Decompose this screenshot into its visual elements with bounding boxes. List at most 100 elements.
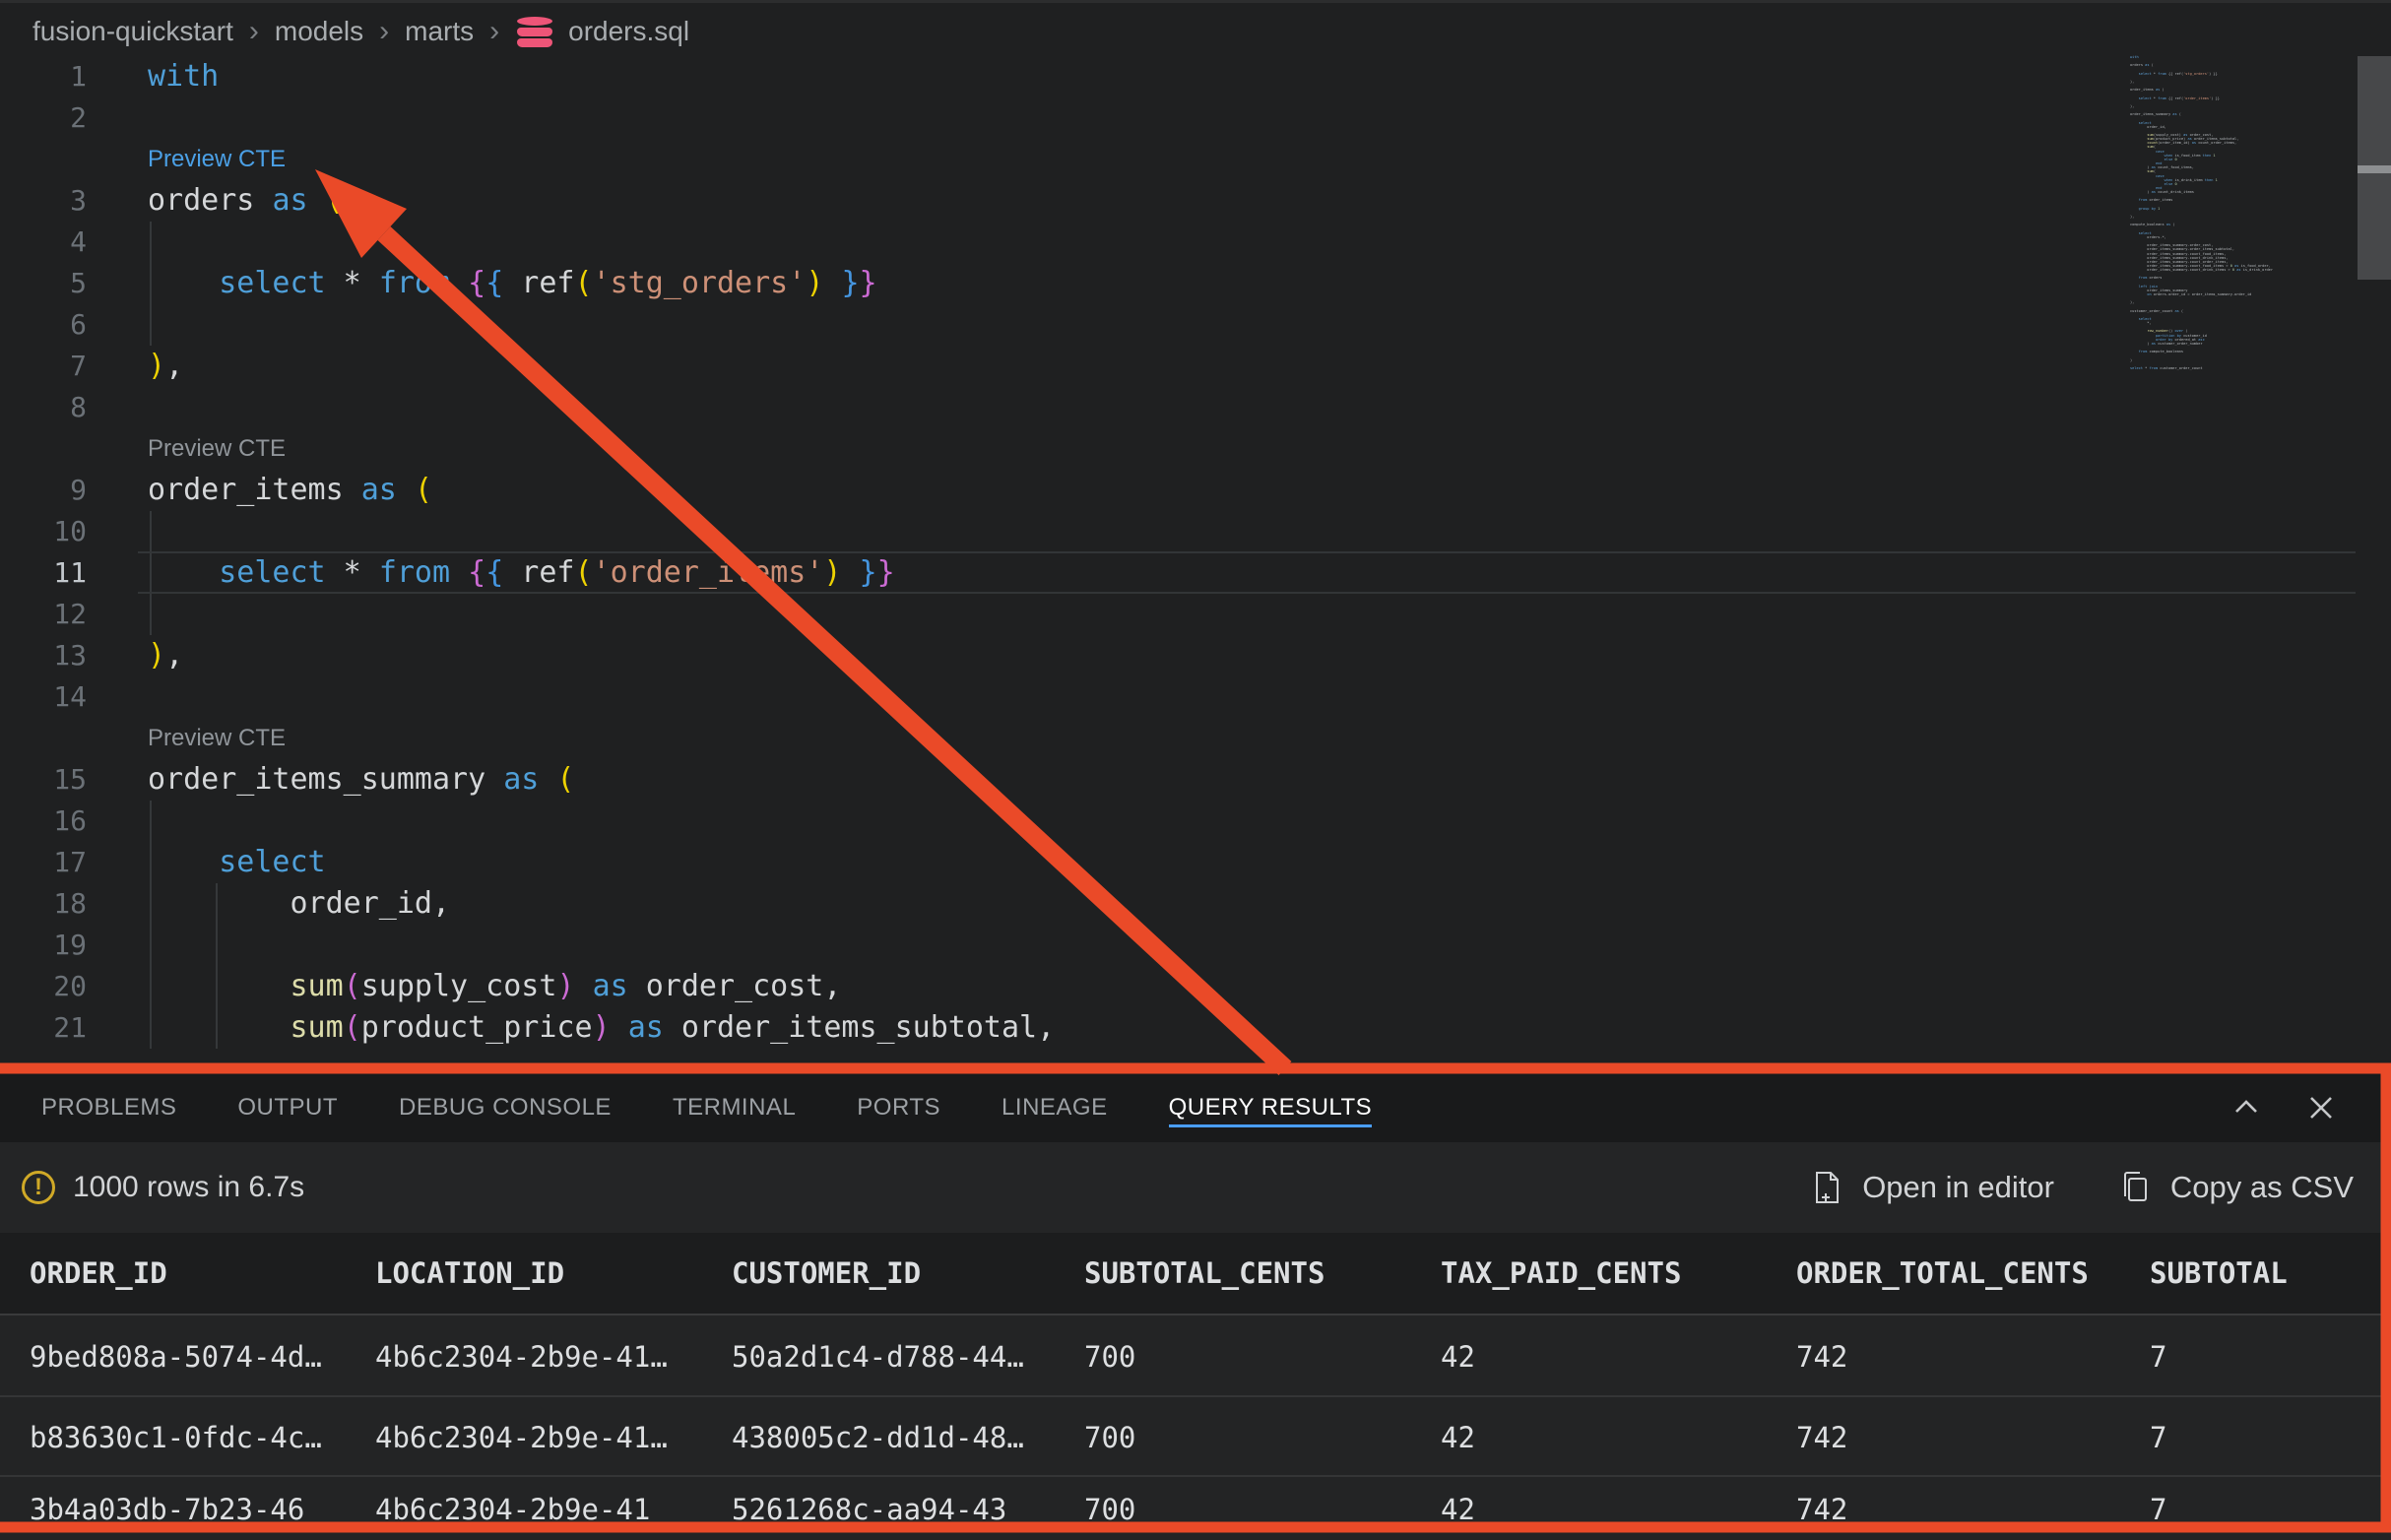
table-cell[interactable]: 438005c2-dd1d-48…	[732, 1420, 1024, 1454]
table-cell[interactable]: 7	[2150, 1339, 2167, 1374]
table-cell[interactable]: 7	[2150, 1420, 2167, 1454]
panel-tab-debug-console[interactable]: DEBUG CONSOLE	[399, 1094, 612, 1121]
line-number[interactable]: 4	[70, 225, 87, 258]
code-line-8[interactable]: 8	[0, 387, 2358, 428]
line-number[interactable]: 19	[53, 929, 87, 961]
column-header[interactable]: LOCATION_ID	[375, 1256, 565, 1290]
code-text: ),	[148, 638, 184, 673]
minimap[interactable]: with orders as ( select * from {{ ref('s…	[2130, 55, 2273, 370]
breadcrumb-project[interactable]: fusion-quickstart	[32, 16, 233, 46]
code-line-20[interactable]: 20 sum(supply_cost) as order_cost,	[0, 966, 2358, 1007]
codelens-preview-cte[interactable]: Preview CTE	[148, 725, 287, 751]
code-line-7[interactable]: 7),	[0, 346, 2358, 387]
table-cell[interactable]: 700	[1084, 1420, 1136, 1454]
copy-as-csv-button[interactable]: Copy as CSV	[2119, 1170, 2354, 1205]
column-header[interactable]: CUSTOMER_ID	[732, 1256, 922, 1290]
line-number[interactable]: 5	[70, 267, 87, 299]
code-line-9[interactable]: 9 order_items as (	[0, 470, 2358, 511]
column-header[interactable]: ORDER_TOTAL_CENTS	[1796, 1256, 2089, 1290]
line-number[interactable]: 11	[53, 556, 87, 589]
column-header[interactable]: ORDER_ID	[30, 1256, 167, 1290]
table-cell[interactable]: 42	[1441, 1420, 1475, 1454]
line-number[interactable]: 3	[70, 184, 87, 217]
code-line-18[interactable]: 18 order_id,	[0, 883, 2358, 925]
table-cell[interactable]: 5261268c-aa94-43	[732, 1493, 1007, 1526]
database-icon	[517, 16, 553, 47]
code-line-12[interactable]: 12	[0, 594, 2358, 635]
code-line-2[interactable]: 2	[0, 97, 2358, 139]
line-number[interactable]: 12	[53, 598, 87, 630]
breadcrumb-file[interactable]: orders.sql	[568, 16, 690, 46]
code-line-4[interactable]: 4	[0, 222, 2358, 263]
bottom-panel: PROBLEMS OUTPUT DEBUG CONSOLE TERMINAL PORTS…	[0, 1073, 2391, 1540]
codelens-preview-cte[interactable]: Preview CTE	[148, 146, 287, 172]
code-line-19[interactable]: 19	[0, 925, 2358, 966]
line-number[interactable]: 15	[53, 763, 87, 796]
line-number[interactable]: 17	[53, 846, 87, 878]
line-number[interactable]: 1	[70, 60, 87, 93]
code-line-10[interactable]: 10	[0, 511, 2358, 552]
table-cell[interactable]: 742	[1796, 1420, 1848, 1454]
panel-tab-ports[interactable]: PORTS	[857, 1094, 941, 1121]
line-number[interactable]: 8	[70, 391, 87, 423]
breadcrumb-models[interactable]: models	[274, 16, 364, 46]
code-line-5[interactable]: 5 select * from {{ ref('stg_orders') }}	[0, 263, 2358, 304]
table-row[interactable]: 3b4a03db-7b23-46 4b6c2304-2b9e-41 5261268c…	[0, 1479, 2391, 1540]
line-number[interactable]: 20	[53, 970, 87, 1002]
column-header[interactable]: TAX_PAID_CENTS	[1441, 1256, 1682, 1290]
chevron-up-icon[interactable]	[2231, 1093, 2261, 1123]
table-cell[interactable]: 700	[1084, 1493, 1136, 1526]
panel-tab-lineage[interactable]: LINEAGE	[1002, 1094, 1108, 1121]
table-cell[interactable]: 7	[2150, 1493, 2167, 1526]
table-cell[interactable]: 9bed808a-5074-4d…	[30, 1339, 322, 1374]
code-line-16[interactable]: 16	[0, 801, 2358, 842]
table-cell[interactable]: 4b6c2304-2b9e-41…	[375, 1339, 668, 1374]
line-number[interactable]: 7	[70, 350, 87, 382]
breadcrumb-marts[interactable]: marts	[405, 16, 475, 46]
code-editor[interactable]: 1 with 2 Preview CTE 3 orders as (4 5 select *…	[0, 56, 2358, 1066]
column-header[interactable]: SUBTOTAL_CENTS	[1084, 1256, 1325, 1290]
panel-tab-output[interactable]: OUTPUT	[237, 1094, 339, 1121]
code-line-6[interactable]: 6	[0, 304, 2358, 346]
line-number[interactable]: 18	[53, 887, 87, 920]
panel-tab-terminal[interactable]: TERMINAL	[672, 1094, 797, 1121]
code-line-13[interactable]: 13),	[0, 635, 2358, 676]
table-cell[interactable]: 42	[1441, 1493, 1475, 1526]
code-line-15[interactable]: 15 order_items_summary as (	[0, 759, 2358, 801]
panel-tab-query-results[interactable]: QUERY RESULTS	[1168, 1073, 1373, 1142]
table-cell[interactable]: 4b6c2304-2b9e-41…	[375, 1420, 668, 1454]
table-row[interactable]: b83630c1-0fdc-4c… 4b6c2304-2b9e-41… 438005…	[0, 1399, 2391, 1477]
open-in-editor-button[interactable]: Open in editor	[1811, 1170, 2054, 1205]
code-line-1[interactable]: 1 with	[0, 56, 2358, 97]
line-number[interactable]: 9	[70, 474, 87, 506]
table-cell[interactable]: 3b4a03db-7b23-46	[30, 1493, 305, 1526]
table-cell[interactable]: 700	[1084, 1339, 1136, 1374]
table-cell[interactable]: 742	[1796, 1493, 1848, 1526]
column-header[interactable]: SUBTOTAL	[2150, 1256, 2288, 1290]
codelens-preview-cte[interactable]: Preview CTE	[148, 435, 287, 462]
editor-scrollbar[interactable]	[2358, 0, 2391, 1063]
table-cell[interactable]: 742	[1796, 1339, 1848, 1374]
table-header-row[interactable]: ORDER_ID LOCATION_ID CUSTOMER_ID SUBTOTAL_C…	[0, 1233, 2391, 1315]
code-text: select * from {{ ref('order_items') }}	[219, 555, 895, 590]
line-number[interactable]: 16	[53, 804, 87, 837]
table-row[interactable]: 9bed808a-5074-4d… 4b6c2304-2b9e-41… 50a2d1…	[0, 1317, 2391, 1397]
table-cell[interactable]: 50a2d1c4-d788-44…	[732, 1339, 1024, 1374]
code-line-14[interactable]: 14	[0, 676, 2358, 718]
code-line-3[interactable]: 3 orders as (	[0, 180, 2358, 222]
table-cell[interactable]: 42	[1441, 1339, 1475, 1374]
line-number[interactable]: 6	[70, 308, 87, 341]
code-line-21[interactable]: 21 sum(product_price) as order_items_sub…	[0, 1007, 2358, 1049]
table-cell[interactable]: b83630c1-0fdc-4c…	[30, 1420, 322, 1454]
table-cell[interactable]: 4b6c2304-2b9e-41	[375, 1493, 651, 1526]
line-number[interactable]: 2	[70, 101, 87, 134]
line-number[interactable]: 14	[53, 680, 87, 713]
panel-tab-problems[interactable]: PROBLEMS	[41, 1094, 177, 1121]
scrollbar-position-marker	[2358, 165, 2391, 173]
code-line-17[interactable]: 17 select	[0, 842, 2358, 883]
line-number[interactable]: 10	[53, 515, 87, 547]
line-number[interactable]: 13	[53, 639, 87, 672]
code-line-11[interactable]: 11 select * from {{ ref('order_items') }…	[0, 552, 2358, 594]
line-number[interactable]: 21	[53, 1011, 87, 1044]
close-icon[interactable]	[2306, 1093, 2336, 1123]
